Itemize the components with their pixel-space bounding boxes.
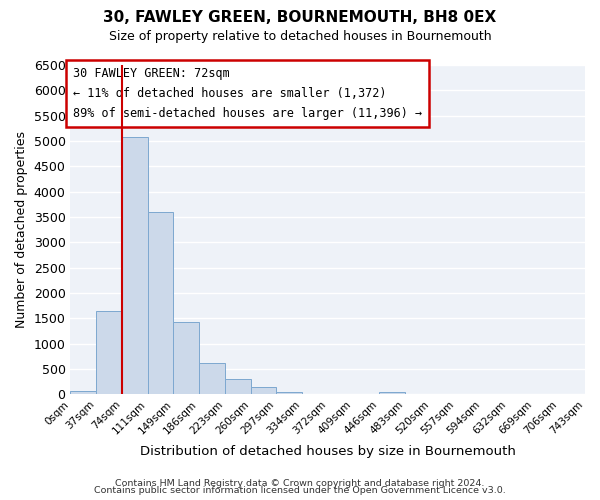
- X-axis label: Distribution of detached houses by size in Bournemouth: Distribution of detached houses by size …: [140, 444, 515, 458]
- Bar: [276, 392, 302, 394]
- Bar: [148, 212, 173, 394]
- Bar: [173, 322, 199, 394]
- Bar: [225, 379, 251, 394]
- Text: 30 FAWLEY GREEN: 72sqm
← 11% of detached houses are smaller (1,372)
89% of semi-: 30 FAWLEY GREEN: 72sqm ← 11% of detached…: [73, 66, 422, 120]
- Text: Size of property relative to detached houses in Bournemouth: Size of property relative to detached ho…: [109, 30, 491, 43]
- Bar: [122, 137, 148, 394]
- Bar: [70, 391, 96, 394]
- Y-axis label: Number of detached properties: Number of detached properties: [15, 131, 28, 328]
- Text: Contains public sector information licensed under the Open Government Licence v3: Contains public sector information licen…: [94, 486, 506, 495]
- Text: 30, FAWLEY GREEN, BOURNEMOUTH, BH8 0EX: 30, FAWLEY GREEN, BOURNEMOUTH, BH8 0EX: [103, 10, 497, 25]
- Text: Contains HM Land Registry data © Crown copyright and database right 2024.: Contains HM Land Registry data © Crown c…: [115, 478, 485, 488]
- Bar: [251, 388, 276, 394]
- Bar: [379, 392, 405, 394]
- Bar: [199, 363, 225, 394]
- Bar: [96, 311, 122, 394]
